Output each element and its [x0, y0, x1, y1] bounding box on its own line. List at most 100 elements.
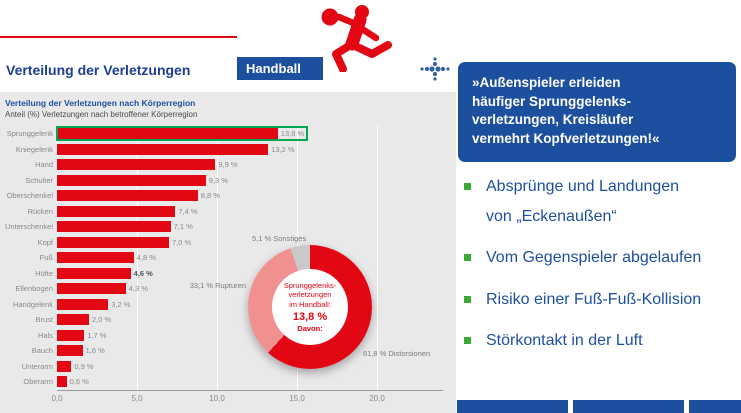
donut-center-value: 13,8 % — [292, 311, 328, 324]
bar-row: Unterarm 0,9 % — [0, 359, 456, 375]
bar — [57, 236, 169, 248]
bar — [57, 298, 109, 310]
bar-category-label: Unterarm — [21, 361, 53, 371]
handball-banner-label: Handball — [246, 61, 301, 76]
bar-value-label: 7,0 % — [172, 237, 192, 247]
bar — [57, 345, 83, 356]
bullet-square-icon — [464, 254, 471, 262]
bar-value-label: 7,1 % — [173, 222, 193, 231]
bar-row: Brust 2,0 % — [0, 312, 456, 328]
bullet-item: Vom Gegenspieler abgelaufen — [462, 243, 738, 273]
bullet-item: Risiko einer Fuß-Fuß-Kollision — [462, 285, 738, 315]
bar — [57, 314, 89, 325]
bar — [57, 267, 131, 279]
bar — [57, 143, 269, 155]
bar-category-label: Hand — [35, 160, 53, 169]
donut-center: Sprunggelenks- verletzungen im Handball:… — [272, 269, 348, 345]
bullet-square-icon — [464, 337, 471, 345]
bar — [57, 174, 206, 186]
bar — [57, 221, 171, 232]
bar-value-label: 7,4 % — [178, 206, 198, 216]
bar-value-label: 2,0 % — [92, 315, 112, 324]
bar-value-label: 3,2 % — [111, 299, 131, 309]
bar-category-label: Kopf — [37, 237, 53, 247]
bar-category-label: Ellenbogen — [15, 284, 53, 293]
footer-block — [689, 400, 741, 413]
bar — [57, 360, 72, 372]
bar-value-label: 13,2 % — [271, 144, 295, 154]
chart-panel: Verteilung der Verletzungen nach Körperr… — [0, 92, 456, 413]
bar-value-label: 9,3 % — [208, 175, 228, 185]
bar — [57, 128, 278, 139]
bullet-text: Risiko einer Fuß-Fuß-Kollision — [486, 290, 702, 308]
chart-subtitle: Anteil (%) Verletzungen nach betroffener… — [5, 110, 198, 119]
highlight-outline — [56, 126, 308, 141]
donut-callout-distorsionen: 61,8 % Distorsionen — [363, 349, 431, 358]
bar-category-label: Oberschenkel — [6, 191, 53, 200]
bar-row: Sprunggelenk 13,8 % — [0, 126, 456, 142]
bullet-text: Störkontakt in der Luft — [486, 332, 643, 350]
donut-callout-rupturen: 33,1 % Rupturen — [189, 281, 246, 290]
bar-category-label: Hals — [37, 330, 53, 340]
bar-category-label: Brust — [35, 315, 53, 324]
gridline — [217, 126, 218, 390]
bar-category-label: Handgelenk — [12, 299, 53, 309]
bar-category-label: Kniegelenk — [15, 144, 53, 154]
bar-value-label: 4,6 % — [133, 268, 153, 278]
bullet-list: Absprünge und Landungen von „Eckenaußen“… — [462, 172, 738, 368]
bar-category-label: Bauch — [31, 346, 53, 355]
bullet-item: Absprünge und Landungen von „Eckenaußen“ — [462, 172, 738, 231]
bar — [57, 329, 85, 341]
donut-center-title: Sprunggelenks- verletzungen im Handball: — [283, 280, 337, 309]
handball-player-icon — [321, 5, 392, 72]
x-tick-label: 20,0 — [369, 394, 385, 403]
x-tick-label: 10,0 — [209, 394, 225, 403]
bullet-item: Störkontakt in der Luft — [462, 326, 738, 356]
bar — [57, 252, 134, 263]
bar-row: Oberschenkel 8,8 % — [0, 188, 456, 204]
bullet-square-icon — [464, 183, 471, 190]
gridline — [137, 126, 138, 390]
x-tick-label: 15,0 — [289, 394, 305, 403]
bar-row: Ellenbogen 4,3 % — [0, 281, 456, 297]
bar-row: Bauch 1,6 % — [0, 343, 456, 359]
footer-block — [457, 400, 568, 413]
quote-box: »Außenspieler erleiden häufiger Sprungge… — [458, 62, 736, 162]
page-title: Verteilung der Verletzungen — [6, 62, 191, 78]
bullet-text: Vom Gegenspieler abgelaufen — [486, 249, 702, 267]
bar-value-label: 1,6 % — [85, 346, 105, 355]
bar-row: Kniegelenk 13,2 % — [0, 142, 456, 158]
bar-row: Hals 1,7 % — [0, 328, 456, 344]
bar-value-label: 0,6 % — [69, 377, 89, 386]
bar — [57, 376, 67, 387]
chart-title: Verteilung der Verletzungen nach Körperr… — [5, 98, 196, 108]
bar-row: Kopf 7,0 % — [0, 235, 456, 251]
x-tick-label: 5,0 — [131, 394, 143, 403]
bar-row: Rücken 7,4 % — [0, 204, 456, 220]
bar-category-label: Fuß — [39, 253, 53, 262]
footer-block — [573, 400, 684, 413]
bar-row: Hüfte 4,6 % — [0, 266, 456, 282]
header-divider — [0, 36, 237, 38]
bar-category-label: Oberarm — [23, 377, 53, 386]
handball-banner: Handball — [237, 57, 323, 80]
bullet-text: Absprünge und Landungen von „Eckenaußen“ — [486, 178, 680, 225]
bar — [57, 205, 176, 217]
bullet-square-icon — [464, 295, 471, 303]
donut-center-sub: Davon: — [297, 324, 323, 334]
bar-row: Schulter 9,3 % — [0, 173, 456, 189]
gridline — [377, 126, 378, 390]
bar-row: Unterschenkel 7,1 % — [0, 219, 456, 235]
bar-category-label: Sprunggelenk — [6, 129, 53, 138]
x-tick-label: 0,0 — [51, 394, 63, 403]
bar-value-label: 9,9 % — [218, 160, 238, 169]
bar-row: Oberarm 0,6 % — [0, 374, 456, 390]
bar-value-label: 0,9 % — [74, 361, 94, 371]
donut-chart: Sprunggelenks- verletzungen im Handball:… — [248, 245, 372, 369]
dots-logo-icon — [420, 57, 450, 81]
bar-value-label: 4,8 % — [136, 253, 156, 262]
bar — [57, 283, 126, 294]
bar-plot: Sprunggelenk 13,8 % Kniegelenk 13,2 % Hand 9,… — [0, 126, 456, 390]
x-axis-line — [57, 390, 443, 391]
